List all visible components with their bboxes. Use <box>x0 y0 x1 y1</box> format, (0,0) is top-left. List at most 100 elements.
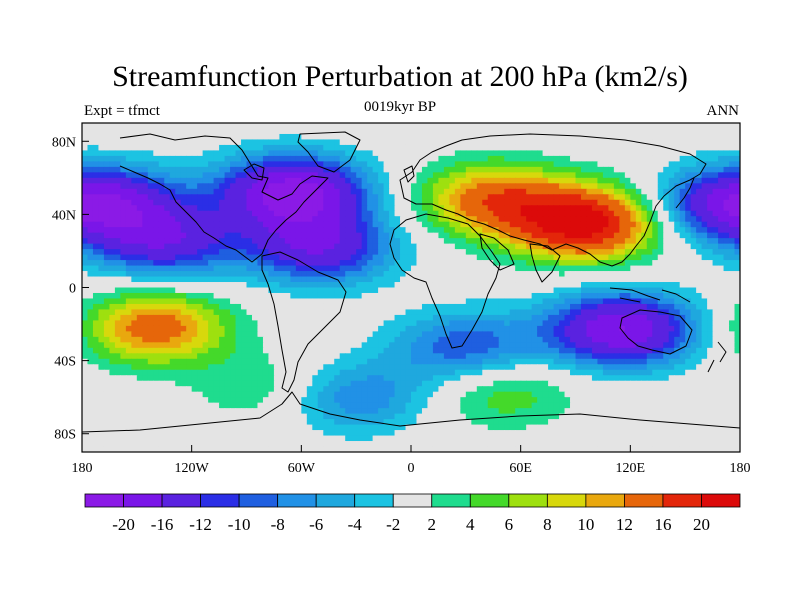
field-cell <box>542 292 549 300</box>
field-cell <box>257 336 264 343</box>
field-cell <box>668 172 675 179</box>
field-cell <box>641 303 648 311</box>
field-cell <box>98 216 105 223</box>
field-cell <box>498 177 505 184</box>
field-cell <box>427 123 434 130</box>
field-cell <box>202 221 209 228</box>
field-cell <box>334 210 341 217</box>
field-cell <box>427 216 434 223</box>
field-cell <box>509 172 516 179</box>
field-cell <box>432 336 440 343</box>
field-cell <box>328 287 335 294</box>
field-cell <box>372 347 379 354</box>
field-cell <box>273 309 280 316</box>
field-cell <box>482 325 489 332</box>
field-cell <box>526 232 533 239</box>
field-cell <box>251 216 259 223</box>
field-cell <box>186 287 193 294</box>
field-cell <box>191 347 198 354</box>
field-cell <box>158 128 165 135</box>
field-cell <box>273 347 280 354</box>
field-cell <box>186 336 193 343</box>
field-cell <box>312 221 319 228</box>
field-cell <box>208 342 215 349</box>
field-cell <box>712 243 719 250</box>
field-cell <box>273 205 280 212</box>
field-cell <box>279 303 286 311</box>
field-cell <box>241 238 248 245</box>
field-cell <box>663 260 670 267</box>
field-cell <box>635 282 642 289</box>
field-cell <box>734 342 740 349</box>
field-cell <box>312 188 319 195</box>
field-cell <box>454 309 461 316</box>
field-cell <box>295 161 302 168</box>
field-cell <box>169 276 176 283</box>
field-cell <box>608 287 615 294</box>
field-cell <box>383 232 390 239</box>
field-cell <box>361 260 368 267</box>
field-cell <box>438 216 445 223</box>
field-cell <box>142 199 149 206</box>
field-cell <box>394 298 401 305</box>
field-cell <box>197 271 204 278</box>
field-cell <box>251 287 259 294</box>
field-cell <box>153 342 160 349</box>
field-cell <box>531 177 538 184</box>
field-cell <box>405 227 412 234</box>
field-cell <box>460 227 467 234</box>
field-cell <box>284 336 291 343</box>
field-cell <box>153 260 160 267</box>
field-cell <box>169 128 176 135</box>
field-cell <box>224 287 231 294</box>
field-cell <box>378 139 385 146</box>
field-cell <box>685 123 692 130</box>
field-cell <box>635 303 642 311</box>
field-cell <box>663 139 670 146</box>
field-cell <box>224 188 231 195</box>
field-cell <box>125 172 132 179</box>
field-cell <box>718 216 725 223</box>
field-cell <box>718 177 725 184</box>
field-cell <box>273 287 280 294</box>
field-cell <box>153 320 160 327</box>
field-cell <box>328 144 335 152</box>
field-cell <box>120 139 127 146</box>
field-cell <box>208 221 215 228</box>
field-cell <box>663 210 670 217</box>
field-cell <box>701 210 708 217</box>
field-cell <box>202 172 209 179</box>
field-cell <box>202 303 209 311</box>
field-cell <box>208 336 215 343</box>
field-cell <box>668 292 675 300</box>
field-cell <box>202 265 209 272</box>
field-cell <box>548 123 555 130</box>
field-cell <box>707 133 714 141</box>
field-cell <box>230 249 237 256</box>
field-cell <box>125 347 132 354</box>
field-cell <box>164 254 171 261</box>
field-cell <box>208 216 215 223</box>
field-cell <box>191 194 198 201</box>
field-cell <box>235 166 242 173</box>
field-cell <box>175 177 182 184</box>
field-cell <box>515 238 522 245</box>
field-cell <box>421 155 429 162</box>
field-cell <box>120 172 127 179</box>
field-cell <box>109 183 116 190</box>
field-cell <box>92 271 100 278</box>
field-cell <box>619 172 626 179</box>
field-cell <box>624 254 631 261</box>
field-cell <box>707 210 714 217</box>
field-cell <box>147 177 154 184</box>
field-cell <box>361 144 368 152</box>
field-cell <box>619 232 626 239</box>
field-cell <box>454 342 461 349</box>
field-cell <box>498 188 505 195</box>
field-cell <box>515 172 522 179</box>
field-cell <box>624 227 631 234</box>
field-cell <box>707 271 714 278</box>
field-cell <box>219 320 226 327</box>
field-cell <box>136 347 143 354</box>
field-cell <box>98 303 105 311</box>
